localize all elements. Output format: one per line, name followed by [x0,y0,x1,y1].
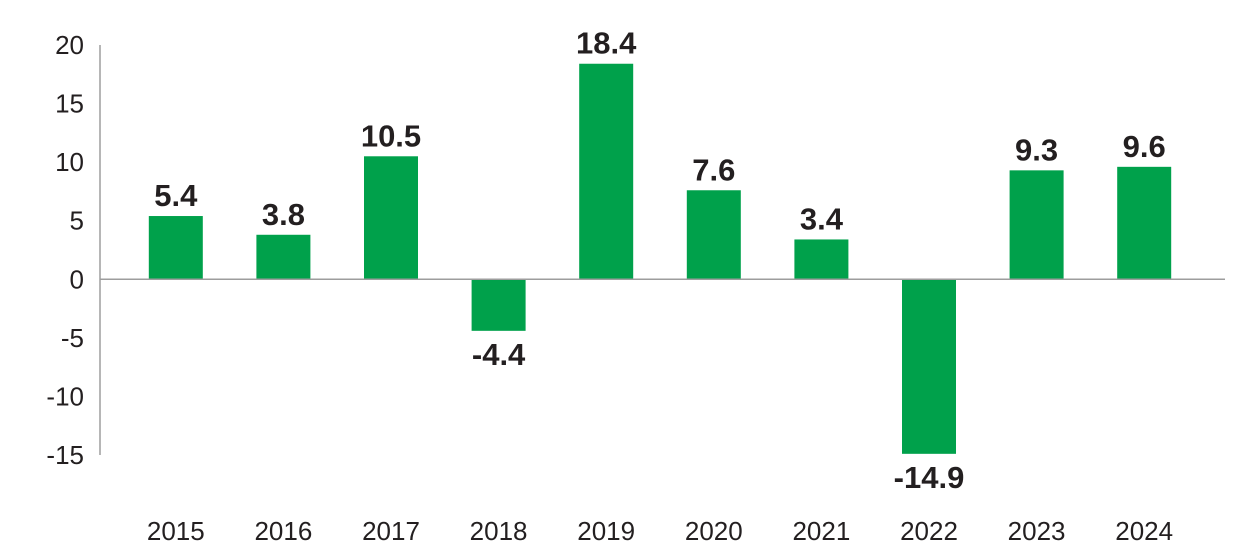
x-tick-label: 2020 [685,516,743,546]
bar-2018 [471,279,526,331]
data-label: 7.6 [692,152,735,187]
x-tick-label: 2015 [147,516,205,546]
x-axis-ticks: 2015 2016 2017 2018 2019 2020 2021 2022 2023 2024 [147,516,1173,546]
bar-2022 [902,279,956,454]
data-label: 10.5 [361,118,421,153]
x-tick-label: 2016 [254,516,312,546]
data-label: 18.4 [576,26,637,61]
data-label: 9.6 [1123,129,1166,164]
x-tick-label: 2024 [1115,516,1173,546]
x-tick-label: 2021 [792,516,850,546]
data-label: 3.8 [262,197,305,232]
x-tick-label: 2019 [577,516,635,546]
x-tick-label: 2018 [470,516,528,546]
bar-2024 [1117,166,1172,280]
bar-2017 [364,156,418,280]
y-tick-label: 10 [55,147,84,177]
y-axis-ticks: 20 15 10 5 0 -5 -10 -15 [46,30,84,470]
bar-2020 [686,190,741,280]
data-label: 3.4 [800,201,844,236]
data-label: 9.3 [1015,132,1058,167]
x-tick-label: 2023 [1008,516,1066,546]
bar-2016 [256,234,311,280]
bar-2015 [148,216,203,280]
y-tick-label: 0 [70,264,84,294]
y-tick-label: -15 [46,440,84,470]
data-label: 5.4 [154,178,198,213]
y-tick-label: 15 [55,89,84,119]
bar-2021 [794,239,849,280]
x-tick-label: 2022 [900,516,958,546]
data-label: -14.9 [894,460,965,495]
data-label: -4.4 [472,337,526,372]
data-labels: 5.4 3.8 10.5 -4.4 18.4 7.6 3.4 -14.9 9.3 9.6 [154,26,1166,495]
y-tick-label: 5 [70,206,84,236]
y-tick-label: -10 [46,381,84,411]
y-tick-label: 20 [55,30,84,60]
x-tick-label: 2017 [362,516,420,546]
bar-2019 [579,63,634,280]
y-tick-label: -5 [61,323,84,353]
bars [148,63,1172,454]
bar-2023 [1009,170,1064,280]
